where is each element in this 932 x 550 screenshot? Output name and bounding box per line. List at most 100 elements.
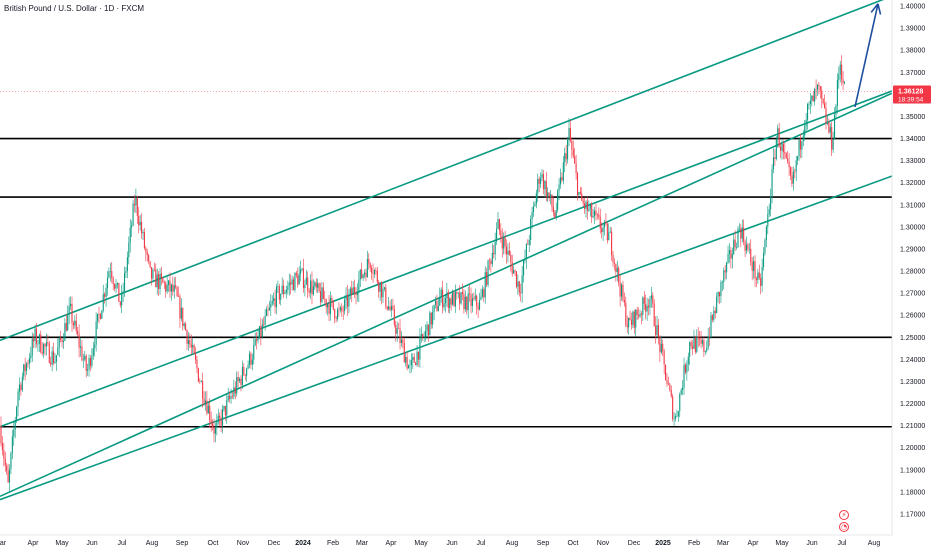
- candle: [159, 268, 161, 295]
- price-tick-label: 1.22000: [900, 401, 925, 408]
- candle: [691, 340, 694, 356]
- candle: [170, 283, 172, 301]
- candle: [251, 353, 253, 371]
- candle-body: [434, 301, 437, 305]
- candle: [60, 331, 62, 343]
- candle-body: [706, 347, 708, 352]
- candle: [21, 372, 23, 393]
- candle-body: [210, 420, 212, 424]
- candle-body: [513, 270, 515, 274]
- candle: [477, 302, 479, 319]
- candle-body: [450, 298, 452, 305]
- candle-body: [71, 303, 73, 324]
- candle: [481, 285, 483, 299]
- candle-body: [494, 241, 496, 255]
- time-tick-label: Sep: [176, 540, 189, 547]
- candle-body: [172, 284, 174, 292]
- candle-body: [74, 320, 76, 326]
- channel-line[interactable]: [0, 0, 892, 342]
- candle: [427, 324, 429, 342]
- candle: [328, 295, 330, 321]
- candle-body: [261, 324, 263, 337]
- channel-line[interactable]: [0, 90, 892, 428]
- candle-body: [655, 325, 657, 336]
- candle: [121, 284, 123, 313]
- candle-body: [588, 208, 590, 211]
- candle-body: [630, 320, 633, 325]
- candle: [504, 230, 506, 255]
- event-icon[interactable]: ◔: [839, 522, 849, 532]
- candle: [673, 412, 675, 427]
- candle-body: [578, 192, 580, 195]
- candle-body: [185, 323, 187, 331]
- price-axis[interactable]: 1.400001.390001.380001.370001.360001.350…: [891, 0, 932, 550]
- price-tick-label: 1.34000: [900, 136, 925, 143]
- candle: [423, 331, 425, 343]
- candle: [558, 178, 560, 201]
- candle-body: [446, 292, 448, 299]
- candle-body: [500, 230, 502, 238]
- price-tick-label: 1.26000: [900, 313, 925, 320]
- candle: [802, 130, 804, 147]
- candle-body: [105, 287, 107, 297]
- candle-body: [833, 114, 836, 140]
- candle-body: [28, 358, 30, 364]
- candle-body: [727, 254, 729, 263]
- candle: [650, 287, 652, 309]
- time-tick-label: Feb: [327, 540, 339, 547]
- candle-body: [751, 262, 753, 271]
- candle: [699, 331, 701, 346]
- candle-body: [334, 309, 336, 319]
- candle-body: [292, 279, 295, 291]
- candle: [390, 298, 393, 318]
- candle: [814, 87, 816, 106]
- time-tick-label: Nov: [597, 540, 610, 547]
- candle-body: [300, 269, 302, 274]
- candle: [777, 124, 779, 148]
- candle: [598, 207, 600, 220]
- candle-body: [319, 291, 322, 303]
- candle: [122, 282, 124, 303]
- candle-body: [633, 311, 635, 328]
- candle: [143, 228, 145, 250]
- candle-body: [532, 206, 535, 212]
- candle-body: [203, 398, 205, 403]
- candle: [145, 245, 147, 262]
- time-tick-label: May: [414, 540, 428, 547]
- candle: [85, 354, 87, 378]
- candle-body: [541, 174, 543, 179]
- candle-body: [707, 336, 709, 348]
- candle: [119, 300, 121, 308]
- time-tick-label: Jul: [477, 540, 486, 547]
- projection-arrow-shaft[interactable]: [854, 3, 879, 108]
- candle: [179, 293, 181, 328]
- lightning-icon[interactable]: ⚡: [839, 510, 849, 520]
- candle-body: [585, 201, 587, 209]
- candle: [443, 296, 445, 311]
- candle-body: [192, 345, 194, 348]
- candle-body: [173, 285, 175, 292]
- candle: [530, 215, 532, 246]
- candle-body: [589, 204, 591, 209]
- candle-body: [609, 231, 611, 233]
- candle-body: [45, 342, 47, 347]
- candle-body: [304, 284, 306, 289]
- candle: [700, 330, 702, 349]
- candle-body: [684, 364, 686, 373]
- candle: [393, 304, 395, 328]
- candle: [807, 102, 809, 130]
- candle-body: [538, 178, 540, 184]
- candle-body: [301, 268, 303, 270]
- channel-line[interactable]: [0, 92, 892, 498]
- candle-body: [139, 222, 141, 226]
- candle: [559, 168, 562, 189]
- candle: [72, 320, 74, 330]
- candle: [483, 287, 485, 302]
- candle-body: [116, 282, 118, 285]
- candle: [268, 300, 270, 311]
- time-axis[interactable]: ar Apr May Jun Jul Aug Sep Oct Nov Dec 2024 Feb Mar A…: [0, 534, 892, 550]
- candle: [532, 201, 535, 217]
- price-tick-label: 1.28000: [900, 269, 925, 276]
- candle: [115, 278, 117, 294]
